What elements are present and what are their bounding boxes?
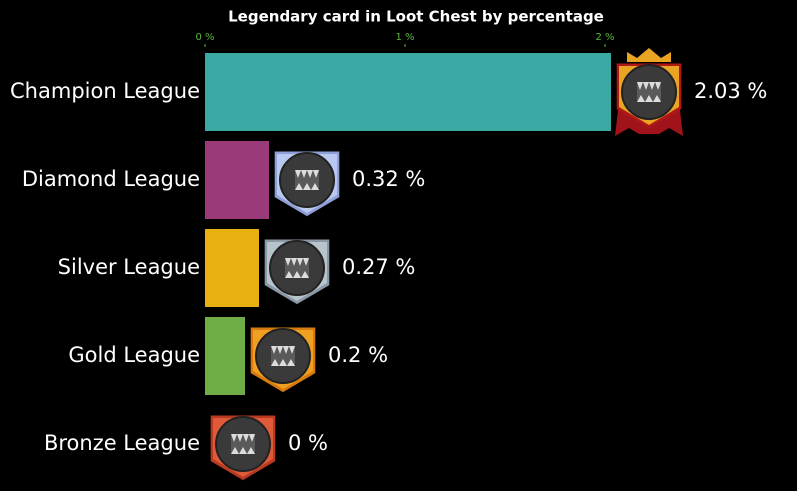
bar [205, 141, 269, 219]
x-tick-label: 2 % [595, 32, 614, 43]
x-tick-label: 1 % [395, 32, 414, 43]
x-tick-label: 0 % [195, 32, 214, 43]
badge-teeth [637, 82, 661, 102]
badge-fangs [231, 434, 255, 454]
league-badge [615, 48, 683, 136]
category-label: Champion League [10, 79, 200, 103]
badge-crown [627, 48, 671, 62]
bar [205, 53, 611, 131]
badge-teeth [285, 258, 309, 278]
value-label: 0.27 % [342, 255, 415, 279]
badge-fangs [285, 258, 309, 278]
league-badge [264, 239, 330, 305]
badge-teeth [271, 346, 295, 366]
category-label: Silver League [58, 255, 200, 279]
league-badge [210, 415, 276, 481]
league-badge [250, 327, 316, 393]
league-badge [274, 151, 340, 217]
value-label: 0.32 % [352, 167, 425, 191]
badge-fangs [295, 170, 319, 190]
badge-fangs [271, 346, 295, 366]
badge-teeth [295, 170, 319, 190]
chart-title: Legendary card in Loot Chest by percenta… [228, 8, 604, 26]
badge-teeth [231, 434, 255, 454]
bar [205, 317, 245, 395]
category-label: Gold League [68, 343, 200, 367]
value-label: 0 % [288, 431, 328, 455]
value-label: 2.03 % [694, 79, 767, 103]
bar [205, 229, 259, 307]
category-label: Diamond League [22, 167, 200, 191]
value-label: 0.2 % [328, 343, 388, 367]
badge-fangs [637, 82, 661, 102]
category-label: Bronze League [44, 431, 200, 455]
